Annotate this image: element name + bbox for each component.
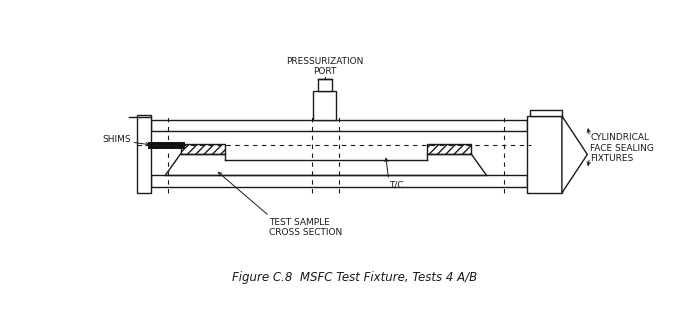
Bar <box>152 175 527 187</box>
Text: SHIMS: SHIMS <box>102 134 131 144</box>
Bar <box>181 144 225 154</box>
Bar <box>427 144 471 154</box>
Text: Figure C.8  MSFC Test Fixture, Tests 4 A/B: Figure C.8 MSFC Test Fixture, Tests 4 A/… <box>232 271 477 284</box>
Text: PRESSURIZATION
PORT: PRESSURIZATION PORT <box>286 57 363 76</box>
Bar <box>152 120 527 131</box>
Text: TEST SAMPLE
CROSS SECTION: TEST SAMPLE CROSS SECTION <box>270 217 342 237</box>
Polygon shape <box>562 116 588 193</box>
Text: T/C: T/C <box>389 181 403 190</box>
Text: CYLINDRICAL
FACE SEALING
FIXTURES: CYLINDRICAL FACE SEALING FIXTURES <box>590 133 654 163</box>
Bar <box>313 91 336 120</box>
Bar <box>529 110 562 116</box>
Bar <box>527 116 562 193</box>
Bar <box>318 79 332 91</box>
Bar <box>137 115 152 193</box>
